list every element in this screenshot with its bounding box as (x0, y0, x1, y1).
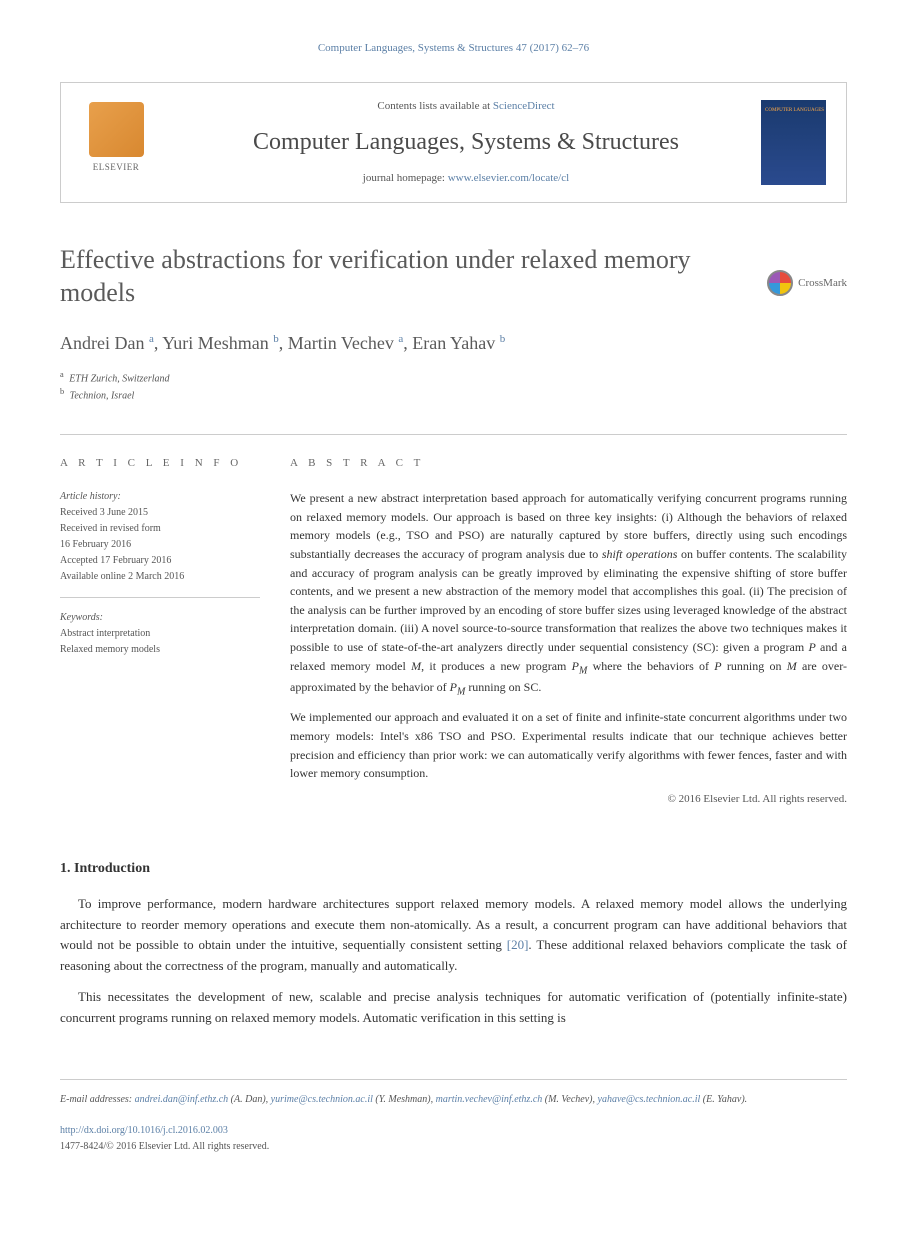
history-line: Received in revised form (60, 521, 260, 537)
footer-doi-block: http://dx.doi.org/10.1016/j.cl.2016.02.0… (60, 1123, 847, 1155)
keywords-block: Keywords: Abstract interpretationRelaxed… (60, 610, 260, 658)
affiliations-block: a ETH Zurich, Switzerlandb Technion, Isr… (60, 369, 847, 404)
running-header-citation: Computer Languages, Systems & Structures… (60, 40, 847, 57)
keyword-item: Relaxed memory models (60, 642, 260, 658)
abstract-text: We present a new abstract interpretation… (290, 489, 847, 808)
email-link[interactable]: martin.vechev@inf.ethz.ch (436, 1094, 543, 1105)
contents-available-line: Contents lists available at ScienceDirec… (171, 98, 761, 115)
abstract-column: A B S T R A C T We present a new abstrac… (290, 455, 847, 808)
introduction-section: 1. Introduction To improve performance, … (60, 858, 847, 1029)
history-line: 16 February 2016 (60, 537, 260, 553)
email-author-name: (M. Vechev) (545, 1094, 593, 1105)
email-link[interactable]: andrei.dan@inf.ethz.ch (135, 1094, 229, 1105)
introduction-body: To improve performance, modern hardware … (60, 894, 847, 1029)
introduction-heading: 1. Introduction (60, 858, 847, 879)
abstract-copyright: © 2016 Elsevier Ltd. All rights reserved… (290, 791, 847, 808)
footer-emails-line: E-mail addresses: andrei.dan@inf.ethz.ch… (60, 1092, 847, 1108)
publisher-header-box: ELSEVIER Contents lists available at Sci… (60, 82, 847, 203)
crossmark-label: CrossMark (798, 275, 847, 292)
elsevier-logo: ELSEVIER (81, 102, 151, 182)
page-footer: E-mail addresses: andrei.dan@inf.ethz.ch… (60, 1079, 847, 1155)
intro-paragraph-2: This necessitates the development of new… (60, 987, 847, 1029)
crossmark-icon (767, 270, 793, 296)
history-line: Available online 2 March 2016 (60, 569, 260, 585)
authors-line: Andrei Dan a, Yuri Meshman b, Martin Vec… (60, 330, 847, 357)
elsevier-tree-icon (89, 102, 144, 157)
keywords-label: Keywords: (60, 610, 260, 626)
journal-cover-thumbnail (761, 100, 826, 185)
homepage-link[interactable]: www.elsevier.com/locate/cl (448, 172, 569, 184)
elsevier-label: ELSEVIER (93, 161, 140, 175)
email-link[interactable]: yahave@cs.technion.ac.il (598, 1094, 701, 1105)
journal-homepage-line: journal homepage: www.elsevier.com/locat… (171, 170, 761, 187)
history-line: Received 3 June 2015 (60, 505, 260, 521)
email-author-name: (Y. Meshman) (375, 1094, 430, 1105)
abstract-paragraph-1: We present a new abstract interpretation… (290, 489, 847, 700)
history-line: Accepted 17 February 2016 (60, 553, 260, 569)
crossmark-badge[interactable]: CrossMark (767, 270, 847, 296)
intro-paragraph-1: To improve performance, modern hardware … (60, 894, 847, 977)
abstract-header: A B S T R A C T (290, 455, 847, 472)
article-info-column: A R T I C L E I N F O Article history: R… (60, 455, 260, 808)
homepage-prefix: journal homepage: (363, 172, 448, 184)
doi-link[interactable]: http://dx.doi.org/10.1016/j.cl.2016.02.0… (60, 1125, 228, 1136)
sciencedirect-link[interactable]: ScienceDirect (493, 100, 555, 112)
email-author-name: (A. Dan) (231, 1094, 266, 1105)
journal-name: Computer Languages, Systems & Structures (171, 124, 761, 160)
abstract-paragraph-2: We implemented our approach and evaluate… (290, 708, 847, 782)
keyword-item: Abstract interpretation (60, 626, 260, 642)
contents-prefix: Contents lists available at (377, 100, 492, 112)
info-abstract-row: A R T I C L E I N F O Article history: R… (60, 434, 847, 808)
article-history-label: Article history: (60, 489, 260, 505)
article-title: Effective abstractions for verification … (60, 243, 700, 311)
article-history-block: Article history: Received 3 June 2015Rec… (60, 489, 260, 598)
email-link[interactable]: yurime@cs.technion.ac.il (271, 1094, 373, 1105)
journal-info-block: Contents lists available at ScienceDirec… (171, 98, 761, 187)
email-author-name: (E. Yahav) (703, 1094, 745, 1105)
issn-copyright-line: 1477-8424/© 2016 Elsevier Ltd. All right… (60, 1141, 269, 1152)
article-info-header: A R T I C L E I N F O (60, 455, 260, 472)
